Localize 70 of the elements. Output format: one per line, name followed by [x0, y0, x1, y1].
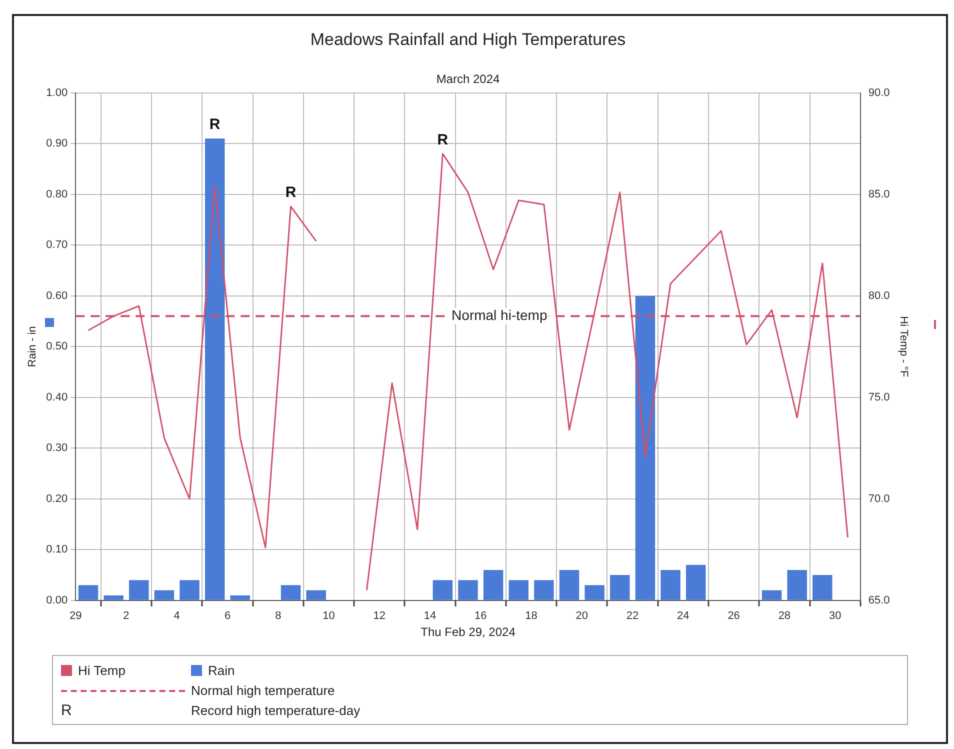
legend-label: Rain	[208, 662, 235, 678]
x-tick-label: 24	[677, 610, 690, 622]
x-tick-label: 29	[69, 610, 82, 622]
x-tick-label: 4	[174, 610, 180, 622]
x-tick-label: 6	[224, 610, 231, 622]
legend-label: Hi Temp	[78, 662, 126, 678]
bar	[787, 570, 807, 600]
bar	[610, 575, 630, 600]
y-tick-label: 0.40	[46, 391, 68, 404]
x-tick-label: 30	[828, 610, 842, 622]
x-tick-label: 10	[322, 610, 335, 622]
y-tick-label: 0.80	[46, 188, 68, 200]
y-tick-label: 0.00	[46, 594, 68, 606]
bar	[559, 570, 580, 600]
bar	[686, 564, 706, 600]
bar	[458, 580, 478, 600]
bar	[104, 595, 124, 600]
x-tick-label: 14	[424, 610, 436, 622]
x-tick-label: 18	[525, 610, 538, 622]
y-tick-label: 0.60	[46, 290, 68, 302]
text: Record high temperature-day	[191, 702, 360, 718]
bar	[180, 580, 200, 600]
y2-tick-label: 65.0	[868, 594, 890, 606]
y2-tick-label: 85.0	[868, 188, 890, 200]
annotation: R	[209, 116, 220, 134]
bar	[280, 585, 301, 600]
x-tick-label: 8	[275, 610, 282, 622]
bar	[762, 590, 782, 600]
x-tick-label: 28	[778, 610, 791, 622]
bar	[660, 570, 680, 600]
y2-tick-label: 75.0	[868, 391, 890, 404]
y2-tick-label: 70.0	[868, 492, 890, 505]
bar	[483, 570, 504, 600]
chart-subtitle: March 2024	[436, 72, 500, 86]
annotation: R	[285, 184, 296, 202]
bar	[635, 296, 656, 600]
y-tick-label: 1.00	[46, 86, 68, 99]
y-tick-label: 0.10	[46, 544, 68, 556]
x-tick-label: 20	[576, 610, 588, 622]
bar	[812, 575, 832, 600]
x-tick-label: 12	[373, 610, 386, 622]
y-axis-title: Rain - in	[26, 326, 39, 368]
y2-tick-label: 80.0	[868, 290, 890, 302]
x-tick-label: 2	[123, 610, 130, 622]
y2-tick-label: 90.0	[868, 86, 890, 99]
annotation: R	[437, 131, 448, 148]
bar	[534, 580, 554, 600]
chart-title: Meadows Rainfall and High Temperatures	[310, 30, 626, 49]
bar	[432, 580, 453, 600]
bar	[230, 595, 250, 600]
bar	[129, 580, 149, 600]
y2-axis-title: Hi Temp - °F	[897, 316, 910, 378]
text: Normal high temperature	[191, 682, 335, 698]
bar	[508, 580, 529, 600]
x-tick-label: 16	[474, 610, 487, 622]
bar	[204, 138, 225, 600]
x-axis-title: Thu Feb 29, 2024	[420, 625, 516, 640]
y-tick-label: 0.30	[46, 442, 68, 454]
x-tick-label: 22	[626, 610, 639, 622]
x-tick-label: 26	[728, 610, 740, 622]
text: R	[61, 702, 73, 718]
bar	[154, 590, 174, 600]
y-tick-label: 0.70	[46, 239, 68, 252]
bar	[306, 590, 326, 600]
ref-line-label: Normal hi-temp	[452, 307, 548, 324]
y-tick-label: 0.50	[46, 340, 68, 353]
y-tick-label: 0.90	[46, 138, 68, 150]
bar	[78, 585, 98, 600]
bar	[584, 585, 604, 600]
y-tick-label: 0.20	[46, 492, 68, 505]
